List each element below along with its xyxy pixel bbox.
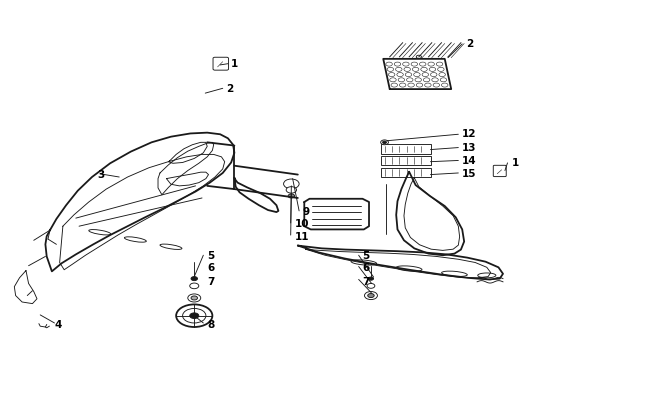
Text: 1: 1 [231, 59, 239, 69]
Text: 11: 11 [294, 232, 309, 242]
Text: 10: 10 [294, 218, 309, 228]
Circle shape [383, 142, 387, 144]
Circle shape [188, 294, 201, 302]
Circle shape [365, 292, 378, 300]
Circle shape [288, 194, 294, 198]
Text: 15: 15 [462, 168, 476, 179]
Circle shape [381, 141, 389, 145]
Circle shape [176, 305, 213, 327]
Text: 6: 6 [207, 263, 214, 273]
Circle shape [183, 309, 206, 323]
Text: 14: 14 [462, 155, 477, 165]
Text: 4: 4 [55, 319, 62, 329]
Text: 5: 5 [207, 251, 214, 260]
FancyBboxPatch shape [382, 156, 431, 166]
Text: 7: 7 [363, 276, 370, 286]
Circle shape [286, 187, 296, 194]
Circle shape [368, 294, 374, 298]
Text: 13: 13 [462, 143, 476, 152]
Text: 2: 2 [466, 38, 473, 49]
Text: 1: 1 [512, 158, 519, 168]
Text: 5: 5 [363, 251, 370, 260]
Circle shape [367, 284, 375, 289]
Text: 6: 6 [363, 263, 370, 273]
FancyBboxPatch shape [493, 166, 506, 177]
Text: 2: 2 [227, 84, 234, 94]
Text: 3: 3 [98, 169, 105, 179]
Circle shape [191, 296, 198, 300]
Circle shape [191, 277, 198, 281]
Text: 9: 9 [302, 207, 309, 216]
Circle shape [190, 313, 199, 319]
Text: 12: 12 [462, 129, 476, 139]
Text: 7: 7 [207, 276, 214, 286]
Circle shape [369, 277, 374, 281]
FancyBboxPatch shape [382, 168, 431, 178]
FancyBboxPatch shape [213, 58, 229, 71]
Circle shape [190, 284, 199, 289]
Circle shape [416, 56, 421, 59]
Text: 8: 8 [207, 319, 214, 329]
Circle shape [283, 179, 299, 189]
FancyBboxPatch shape [382, 145, 431, 155]
